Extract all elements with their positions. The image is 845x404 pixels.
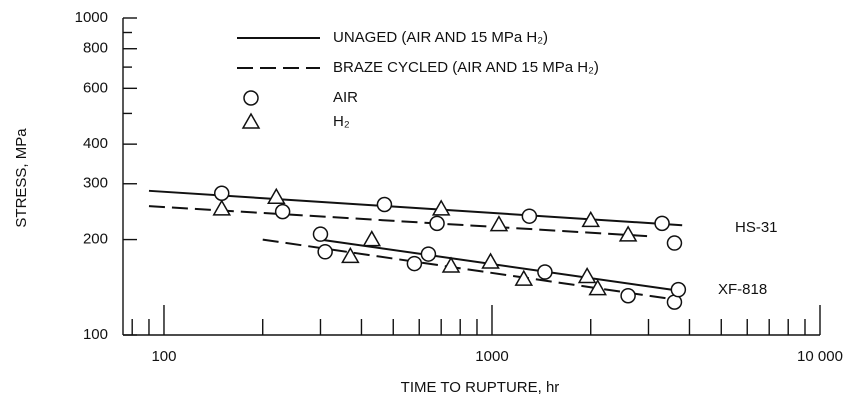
legend-label: H₂: [333, 113, 350, 130]
y-tick-label: 200: [83, 231, 108, 248]
y-tick-label: 600: [83, 79, 108, 96]
y-tick-label: 300: [83, 175, 108, 192]
circle-marker: [670, 281, 687, 298]
y-tick-label: 800: [83, 40, 108, 57]
triangle-marker: [362, 230, 382, 247]
x-tick-label: 100: [151, 348, 176, 365]
legend-marker: [241, 112, 261, 129]
circle-marker: [312, 226, 329, 242]
triangle-marker: [431, 199, 451, 216]
legend-marker: [243, 90, 259, 106]
circle-marker: [429, 215, 445, 232]
circle-marker: [213, 185, 230, 202]
triangle-marker: [618, 225, 638, 242]
circle-marker: [537, 264, 553, 280]
annotation: XF-818: [718, 281, 767, 298]
circle-marker: [521, 208, 538, 224]
annotation: HS-31: [735, 219, 778, 236]
circle-marker: [420, 246, 437, 262]
fit-line: [320, 238, 679, 292]
legend-label: BRAZE CYCLED (AIR AND 15 MPa H₂): [333, 59, 599, 76]
triangle-marker: [481, 252, 500, 269]
triangle-marker: [588, 279, 607, 296]
triangle-marker: [267, 187, 286, 204]
circle-marker: [620, 287, 636, 304]
circle-marker: [376, 196, 393, 213]
triangle-marker: [581, 210, 601, 228]
legend-label: UNAGED (AIR AND 15 MPa H₂): [333, 29, 548, 46]
circle-marker: [274, 203, 291, 220]
circle-marker: [666, 235, 683, 251]
x-tick-label: 10 000: [797, 348, 843, 365]
triangle-marker: [212, 199, 232, 216]
fit-line: [148, 205, 649, 238]
circle-marker: [317, 244, 333, 260]
x-axis-title: TIME TO RUPTURE, hr: [401, 379, 560, 396]
circle-marker: [406, 255, 423, 272]
triangle-marker: [441, 256, 461, 273]
y-axis-title: STRESS, MPa: [13, 128, 30, 228]
triangle-marker: [577, 266, 597, 284]
triangle-marker: [489, 215, 509, 232]
x-tick-label: 1000: [475, 348, 508, 365]
circle-marker: [654, 215, 670, 232]
y-tick-label: 1000: [75, 9, 108, 26]
y-tick-label: 400: [83, 135, 108, 152]
y-tick-label: 100: [83, 326, 108, 343]
triangle-marker: [341, 246, 360, 264]
legend-label: AIR: [333, 89, 358, 106]
triangle-marker: [514, 269, 534, 286]
